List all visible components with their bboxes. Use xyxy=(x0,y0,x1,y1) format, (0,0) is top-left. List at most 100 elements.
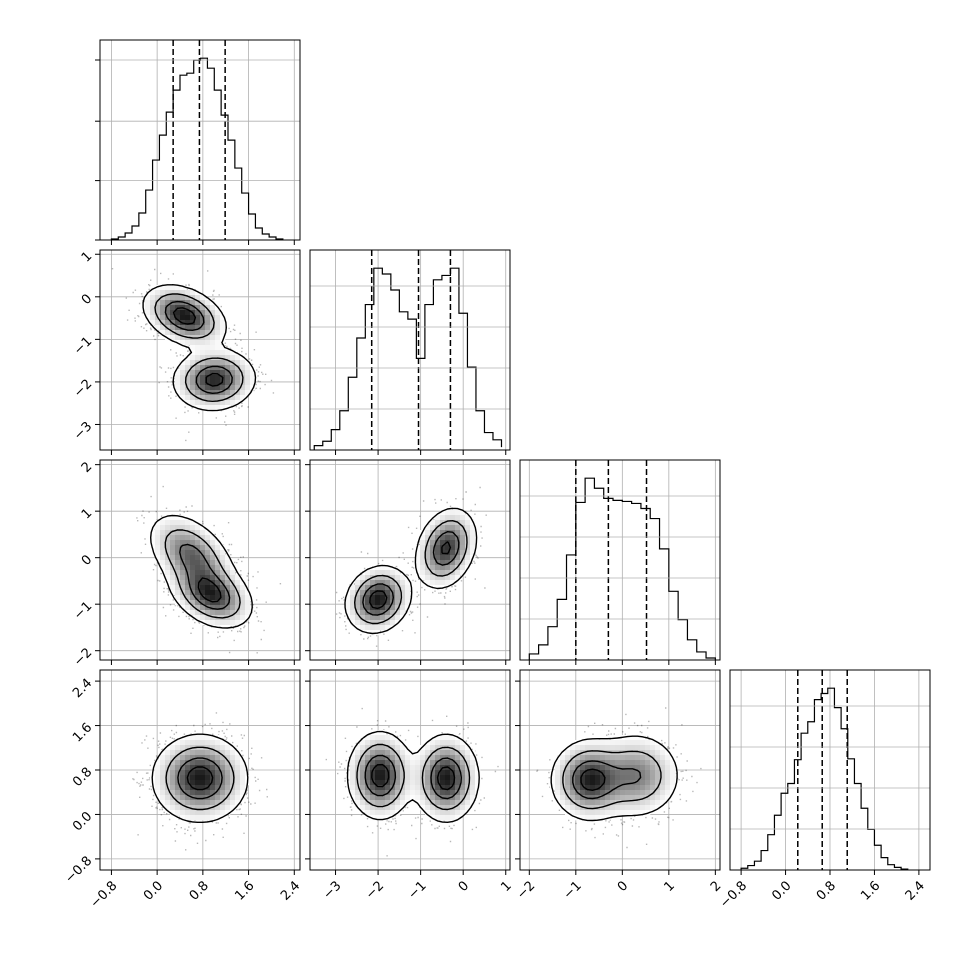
density-cell xyxy=(175,765,181,771)
density-cell xyxy=(200,780,206,786)
density-cell xyxy=(395,750,401,756)
histogram-bin xyxy=(125,233,132,240)
density-cell xyxy=(465,780,471,786)
density-contour xyxy=(369,541,452,610)
density-cell xyxy=(160,330,166,336)
density-cell xyxy=(175,380,181,386)
density-cell xyxy=(610,765,616,771)
density-cell xyxy=(175,550,181,556)
density-cell xyxy=(440,530,446,536)
density-cell xyxy=(180,325,186,331)
density-cell xyxy=(385,580,391,586)
density-cell xyxy=(160,540,166,546)
density-cell xyxy=(655,775,661,781)
density-cell xyxy=(165,770,171,776)
density-cell xyxy=(190,300,196,306)
density-cell xyxy=(200,395,206,401)
density-contour xyxy=(151,733,249,823)
density-cell xyxy=(355,785,361,791)
density-cell xyxy=(420,550,426,556)
density-cell xyxy=(440,560,446,566)
density-cell xyxy=(225,620,231,626)
density-cell xyxy=(240,355,246,361)
density-cell xyxy=(190,735,196,741)
density-cell xyxy=(640,755,646,761)
x-tick-label: 2.4 xyxy=(278,878,303,903)
density-cell xyxy=(205,300,211,306)
density-cell xyxy=(220,585,226,591)
density-cell xyxy=(575,775,581,781)
density-cell xyxy=(635,750,641,756)
density-cell xyxy=(570,760,576,766)
density-cell xyxy=(190,360,196,366)
density-cell xyxy=(430,580,436,586)
histogram-bin xyxy=(585,478,594,660)
density-cell xyxy=(190,365,196,371)
density-cell xyxy=(360,760,366,766)
density-cell xyxy=(365,805,371,811)
density-cell xyxy=(215,320,221,326)
density-cell xyxy=(225,565,231,571)
density-cell xyxy=(380,625,386,631)
density-cell xyxy=(165,550,171,556)
density-contour xyxy=(172,307,224,387)
density-cell xyxy=(170,760,176,766)
density-cell xyxy=(430,755,436,761)
density-cell xyxy=(225,785,231,791)
density-cell xyxy=(190,575,196,581)
density-cell xyxy=(205,815,211,821)
density-cell xyxy=(655,765,661,771)
density-cell xyxy=(405,795,411,801)
density-cell xyxy=(375,610,381,616)
density-cell xyxy=(225,580,231,586)
density-cell xyxy=(470,540,476,546)
density-cell xyxy=(385,605,391,611)
density-cell xyxy=(190,535,196,541)
density-cell xyxy=(445,560,451,566)
density-cell xyxy=(385,760,391,766)
density-cell xyxy=(210,610,216,616)
density-cell xyxy=(565,755,571,761)
density-cell xyxy=(665,770,671,776)
density-cell xyxy=(210,350,216,356)
histogram-bin xyxy=(408,319,417,450)
density-cell xyxy=(205,570,211,576)
density-cell xyxy=(365,810,371,816)
density-cell xyxy=(400,595,406,601)
density-cell xyxy=(165,520,171,526)
density-cell xyxy=(410,770,416,776)
density-cell xyxy=(365,600,371,606)
density-cell xyxy=(375,790,381,796)
density-cell xyxy=(175,740,181,746)
density-cell xyxy=(455,785,461,791)
density-cell xyxy=(380,730,386,736)
density-cell xyxy=(400,580,406,586)
density-cell xyxy=(360,755,366,761)
density-cell xyxy=(460,780,466,786)
density-cell xyxy=(215,795,221,801)
density-cell xyxy=(360,580,366,586)
density-cell xyxy=(230,400,236,406)
density-cell xyxy=(220,755,226,761)
density-cell xyxy=(650,740,656,746)
density-cell xyxy=(200,385,206,391)
density-cell xyxy=(240,620,246,626)
density-cell xyxy=(180,600,186,606)
density-cell xyxy=(460,750,466,756)
density-cell xyxy=(355,795,361,801)
density-cell xyxy=(205,790,211,796)
density-cell xyxy=(395,590,401,596)
density-cell xyxy=(645,760,651,766)
density-cell xyxy=(470,770,476,776)
density-cell xyxy=(350,615,356,621)
density-cell xyxy=(230,610,236,616)
density-cell xyxy=(165,795,171,801)
density-cell xyxy=(660,765,666,771)
density-cell xyxy=(240,615,246,621)
density-cell xyxy=(225,750,231,756)
density-cell xyxy=(625,785,631,791)
density-contour xyxy=(371,763,456,791)
density-cell xyxy=(375,595,381,601)
density-cell xyxy=(170,545,176,551)
density-cell xyxy=(190,550,196,556)
